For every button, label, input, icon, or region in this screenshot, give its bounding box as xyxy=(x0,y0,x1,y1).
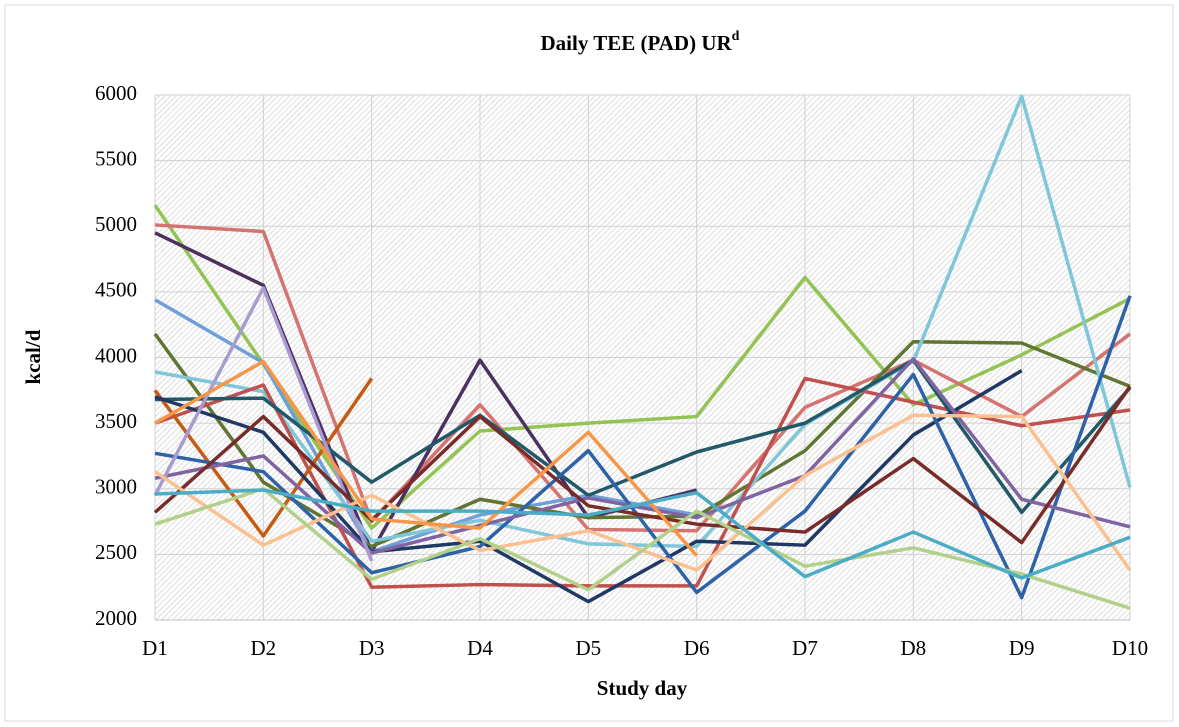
x-tick-label: D4 xyxy=(467,636,493,660)
series-line xyxy=(154,298,697,554)
x-tick-label: D10 xyxy=(1112,636,1148,660)
title-text: Daily TEE (PAD) UR xyxy=(541,31,733,55)
series-line xyxy=(153,377,374,538)
y-tick-label: 6000 xyxy=(95,81,137,105)
title-superscript: d xyxy=(732,29,740,44)
y-tick-label: 5000 xyxy=(95,212,137,236)
series-line xyxy=(153,204,1131,530)
y-tick-label: 3500 xyxy=(95,409,137,433)
series-line xyxy=(154,357,1131,555)
y-tick-label: 3000 xyxy=(95,475,137,499)
series-line xyxy=(153,332,1131,549)
series-line xyxy=(154,376,1131,589)
series-line xyxy=(154,487,1131,610)
series-line xyxy=(153,385,1132,545)
x-tick-label: D2 xyxy=(250,636,276,660)
series-line xyxy=(154,359,698,557)
series-line xyxy=(154,488,1131,580)
x-tick-label: D6 xyxy=(684,636,710,660)
series-line xyxy=(154,369,1023,604)
x-tick-label: D9 xyxy=(1009,636,1035,660)
series-line xyxy=(154,295,1132,600)
y-axis-label: kcal/d xyxy=(21,329,45,384)
y-tick-label: 4000 xyxy=(95,343,137,367)
y-tick-label: 5500 xyxy=(95,146,137,170)
x-tick-label: D3 xyxy=(359,636,385,660)
chart-title: Daily TEE (PAD) URd xyxy=(541,29,740,55)
x-tick-label: D7 xyxy=(792,636,818,660)
y-tick-label: 4500 xyxy=(95,278,137,302)
series-line xyxy=(154,223,1132,533)
series-line xyxy=(153,286,374,562)
x-tick-label: D8 xyxy=(900,636,926,660)
x-tick-label: D5 xyxy=(575,636,601,660)
x-tick-label: D1 xyxy=(142,636,168,660)
y-tick-label: 2500 xyxy=(95,540,137,564)
y-tick-label: 2000 xyxy=(95,606,137,630)
x-axis-label: Study day xyxy=(597,676,688,700)
